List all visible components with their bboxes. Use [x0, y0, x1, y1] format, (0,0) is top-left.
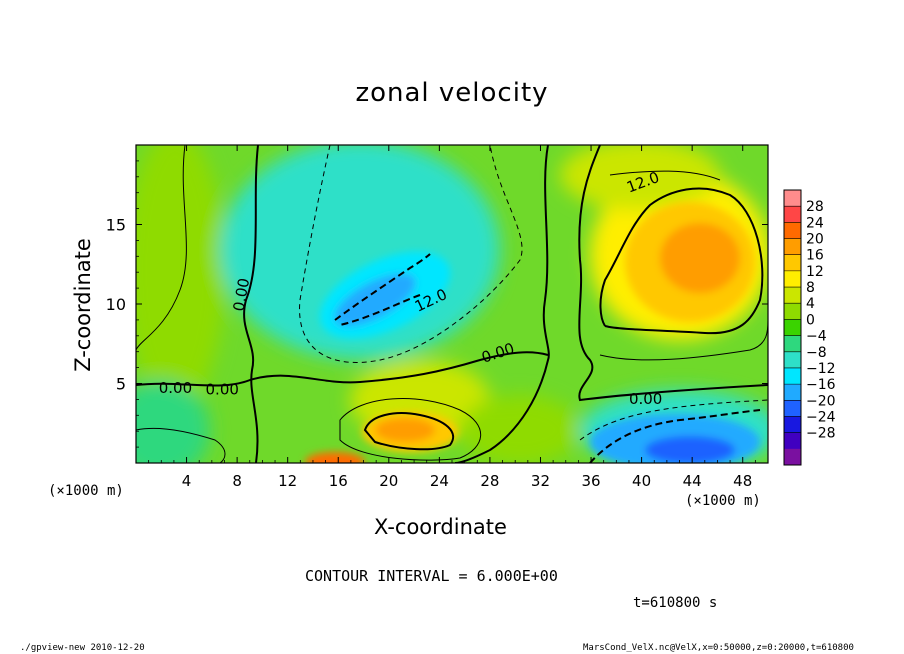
- footer-right: MarsCond_VelX.nc@VelX,x=0:50000,z=0:2000…: [583, 643, 854, 653]
- x-tick-label-5: 24: [430, 472, 449, 490]
- contour-twelve-pos-low: [363, 412, 455, 451]
- x-tick-label-4: 20: [379, 472, 398, 490]
- contour-six-left: [136, 145, 187, 351]
- contour-zero-low: [136, 351, 549, 387]
- contour-interval-text: CONTOUR INTERVAL = 6.000E+00: [305, 567, 558, 585]
- colorbar-label-9: −8: [806, 345, 827, 361]
- x-axis-label: X-coordinate: [374, 515, 507, 539]
- colorbar-label-12: −20: [806, 393, 836, 409]
- x-tick-label-3: 16: [329, 472, 348, 490]
- contour-twelve-neg-low: [589, 409, 761, 463]
- x-tick-label-9: 40: [632, 472, 651, 490]
- x-tick-label-0: 4: [182, 472, 192, 490]
- y-axis-label: Z-coordinate: [71, 238, 95, 372]
- y-tick-label-1: 10: [106, 295, 126, 314]
- chart-title: zonal velocity: [355, 78, 549, 108]
- x-tick-label-8: 36: [581, 472, 600, 490]
- core-positive-inner: [660, 223, 740, 293]
- contour-zero-left: [243, 145, 259, 463]
- colorbar-swatch-0: [784, 190, 801, 207]
- colorbar-label-11: −16: [806, 377, 836, 393]
- contour-zero-mid: [454, 145, 550, 463]
- velocity-field: [136, 145, 768, 463]
- colorbar-label-5: 8: [806, 280, 815, 296]
- colorbar-swatch-2: [784, 222, 801, 240]
- x-tick-label-2: 12: [278, 472, 297, 490]
- colorbar-swatch-7: [784, 303, 801, 320]
- colorbar-swatch-10: [784, 351, 801, 369]
- colorbar-swatch-5: [784, 270, 801, 288]
- x-tick-label-7: 32: [531, 472, 550, 490]
- contour-six-low-mid: [339, 398, 482, 461]
- contour-label-6: 0.00: [206, 381, 239, 399]
- colorbar-swatch-3: [784, 238, 801, 256]
- colorbar-label-3: 16: [806, 248, 824, 264]
- core-negative-low-inner: [645, 436, 735, 463]
- colorbar-swatch-15: [784, 432, 801, 450]
- contour-six-neg-low: [579, 399, 768, 441]
- colorbar-label-6: 4: [806, 296, 815, 312]
- colorbar-swatch-14: [784, 416, 801, 434]
- y-tick-label-0: 5: [116, 375, 126, 394]
- colorbar-label-0: 28: [806, 199, 824, 215]
- colorbar-frame: [783, 189, 802, 466]
- contour-zero-right: [578, 145, 768, 402]
- y-tick-label-2: 15: [106, 216, 126, 235]
- footer-left: ./gpview-new 2010-12-20: [20, 643, 145, 653]
- colorbar-label-4: 12: [806, 264, 824, 280]
- contour-twelve-neg: [334, 253, 431, 326]
- band-left-green: [136, 145, 225, 410]
- x-unit-label-right: (×1000 m): [685, 493, 761, 509]
- x-tick-label-6: 28: [480, 472, 499, 490]
- x-tick-label-10: 44: [683, 472, 702, 490]
- colorbar-swatch-8: [784, 319, 801, 337]
- contour-six-pos-right: [599, 170, 768, 361]
- colorbar-swatch-12: [784, 384, 801, 401]
- colorbar-label-2: 20: [806, 232, 824, 248]
- x-tick-label-11: 48: [733, 472, 752, 490]
- colorbar-swatch-6: [784, 287, 801, 304]
- band-green-right-top: [560, 145, 720, 210]
- contour-label-2: 0.00: [159, 379, 192, 397]
- core-negative-inner: [334, 273, 416, 327]
- colorbar-label-7: 0: [806, 312, 815, 328]
- x-ticks: 4 8 12 16 20 24 28 32 36 40 44 48: [148, 145, 756, 490]
- contour-six-neg-upper: [299, 145, 523, 363]
- time-stamp: t=610800 s: [633, 595, 718, 611]
- colorbar-swatch-16: [784, 448, 801, 466]
- colorbar-label-13: −24: [806, 409, 836, 425]
- core-positive-surface: [305, 452, 365, 463]
- colorbar-label-14: −28: [806, 426, 836, 442]
- y-ticks: 5 10 15: [106, 160, 768, 448]
- colorbar-swatch-1: [784, 206, 801, 223]
- contour-label-5: 0.00: [629, 390, 662, 408]
- colorbar-swatch-11: [784, 367, 801, 385]
- contour-label-3: 0.00: [230, 277, 254, 313]
- colorbar-swatch-9: [784, 335, 801, 353]
- contour-twelve-pos: [599, 187, 764, 335]
- band-cyan-left-low: [136, 380, 210, 463]
- band-green-lower-mid: [460, 395, 580, 463]
- colorbar-swatch-13: [784, 400, 801, 417]
- colorbar-label-10: −12: [806, 361, 836, 377]
- x-unit-label-left: (×1000 m): [48, 483, 124, 499]
- colorbar-label-8: −4: [806, 329, 827, 345]
- x-tick-label-1: 8: [232, 472, 242, 490]
- core-positive-low-inner: [375, 418, 435, 442]
- colorbar-swatch-4: [784, 254, 801, 272]
- colorbar-label-1: 24: [806, 215, 824, 231]
- contour-six-bottom-left: [136, 427, 226, 463]
